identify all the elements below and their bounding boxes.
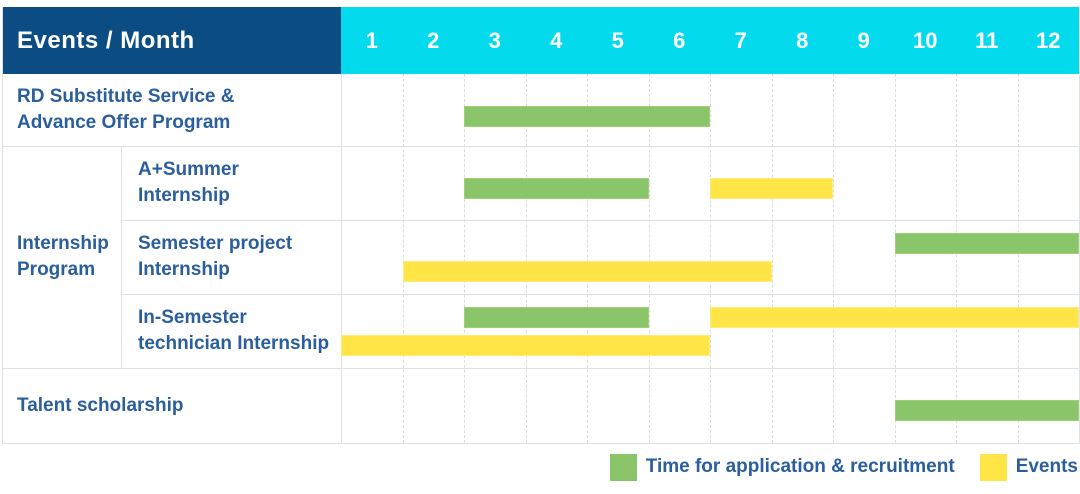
month-gridline [1017,74,1019,443]
month-gridline [648,74,650,443]
month-gridline [587,74,588,443]
row-label-line: Talent scholarship [17,394,184,416]
month-cell-6: 6 [673,27,686,53]
month-cell-8: 8 [796,27,809,53]
month-gridline [894,74,896,443]
row-label-line: Semester project [138,233,293,254]
row-label-line: RD Substitute Service & [17,86,235,107]
header-row: Events / Month 1 2 3 4 5 6 7 8 9 10 11 12 [3,7,1079,74]
sub-column-divider [121,146,122,368]
row-label-line: technician Internship [138,333,330,354]
month-gridline [833,74,834,443]
month-cell-5: 5 [611,27,624,53]
group-label-line: Program [17,259,96,280]
row-label-line: Internship [138,259,230,280]
row-label: Talent scholarship [3,368,341,443]
month-cell-2: 2 [427,27,440,53]
month-cell-4: 4 [550,27,563,53]
month-cell-1: 1 [365,27,378,53]
legend-label-application: Time for application & recruitment [645,456,955,477]
group-label-line: Internship [17,233,109,254]
legend-swatch-application [609,453,637,481]
row-divider [3,146,1079,147]
chart-body: Internship Program RD Substitute Service &… [3,74,1079,443]
gantt-bar-application [464,307,649,328]
month-cell-10: 10 [913,27,938,53]
month-gridline [710,74,711,443]
row-label: RD Substitute Service & Advance Offer Pro… [3,74,341,146]
month-gridline [464,74,465,443]
month-gridline [771,74,773,443]
month-gridline [525,74,527,443]
month-gridline [402,74,404,443]
row-label: In-Semester technician Internship [121,294,341,368]
month-cell-3: 3 [488,27,501,53]
month-cell-7: 7 [734,27,747,53]
row-label-line: Internship [138,185,230,206]
gantt-bar-application [464,178,649,199]
row-divider [121,294,1079,295]
gantt-table: Events / Month 1 2 3 4 5 6 7 8 9 10 11 12 Internshi… [2,7,1080,444]
row-label-line: In-Semester [138,307,247,328]
month-gridline [956,74,957,443]
row-divider [121,220,1079,221]
legend-item-application: Time for application & recruitment [609,453,955,481]
label-column-divider [341,74,342,443]
gantt-bar-event [402,261,772,282]
legend-swatch-event [979,453,1007,481]
gantt-bar-application [464,106,710,127]
legend-label-event: Events [1015,456,1078,477]
gantt-bar-event [710,307,1079,328]
events-month-header: Events / Month [3,7,341,74]
row-divider [3,368,1079,369]
row-label: Semester project Internship [121,220,341,294]
gantt-bar-application [894,233,1079,254]
month-cell-12: 12 [1036,27,1061,53]
row-label-line: A+Summer [138,159,239,180]
gantt-bar-event [341,335,710,356]
row-label-line: Advance Offer Program [17,112,231,133]
month-cell-9: 9 [857,27,870,53]
legend: Time for application & recruitment Events [609,452,1078,482]
legend-item-event: Events [979,453,1078,481]
group-label-internship-program: Internship Program [3,146,121,368]
month-header-strip: 1 2 3 4 5 6 7 8 9 10 11 12 [341,7,1079,74]
gantt-bar-application [894,400,1079,421]
gantt-bar-event [710,178,833,199]
month-cell-11: 11 [975,27,999,53]
row-label: A+Summer Internship [121,146,341,220]
